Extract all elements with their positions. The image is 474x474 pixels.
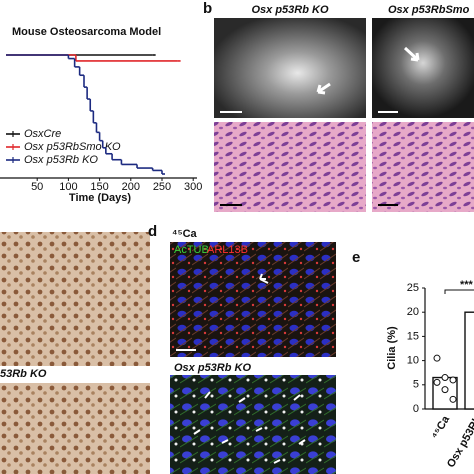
legend-label: Osx p53Rb KO: [24, 154, 98, 166]
histology-image: [372, 122, 474, 212]
image-title: 53Rb KO: [0, 368, 47, 380]
histology-image: [214, 122, 366, 212]
data-point: [441, 374, 449, 382]
chart-title: Mouse Osteosarcoma Model: [12, 26, 161, 38]
y-tick-label: 10: [407, 355, 419, 367]
y-axis-label: Cilia (%): [386, 326, 398, 370]
fluorescence-image: [170, 375, 336, 474]
ihc-image: [0, 383, 150, 474]
panel-label: e: [352, 249, 360, 266]
y-tick-label: 20: [407, 306, 419, 318]
panel-label: d: [148, 223, 157, 240]
data-point: [433, 354, 441, 362]
fluorescence-image: [170, 242, 336, 357]
image-title: Osx p53Rb KO: [251, 4, 328, 16]
data-point: [449, 376, 457, 384]
x-axis-label: Time (Days): [69, 192, 131, 204]
stain-label: AcTUB: [174, 244, 209, 256]
data-point: [449, 395, 457, 403]
y-tick-label: 0: [413, 403, 419, 415]
xray-image: [372, 18, 474, 118]
legend-label: Osx p53RbSmo KO: [24, 141, 121, 153]
arrow: [403, 46, 420, 62]
image-title: ⁴⁵Ca: [172, 228, 198, 240]
stain-label: ARL13B: [207, 244, 248, 256]
data-point: [433, 378, 441, 386]
x-tick-label: 200: [122, 181, 140, 193]
arrow: [316, 82, 331, 95]
arrows: [193, 391, 306, 464]
bar: [464, 311, 474, 410]
image-title: Osx p53Rb KO: [174, 362, 251, 374]
x-tick-label: 300: [184, 181, 202, 193]
significance-bracket: [444, 289, 474, 294]
significance-label: ***: [460, 279, 474, 291]
y-tick-label: 15: [407, 330, 419, 342]
y-tick-label: 5: [413, 379, 419, 391]
x-tick-label: 50: [31, 181, 43, 193]
data-point: [441, 386, 449, 394]
arrow: [259, 273, 269, 284]
panel-label: b: [203, 0, 212, 17]
image-title: Osx p53RbSmo: [388, 4, 470, 16]
x-tick-label: 100: [59, 181, 77, 193]
x-tick-label: ⁴⁵Ca: [429, 413, 452, 441]
xray-image: [214, 18, 366, 118]
legend-label: OsxCre: [24, 128, 61, 140]
ihc-image: [0, 232, 150, 366]
x-tick-label: 250: [153, 181, 171, 193]
x-tick-label: 150: [90, 181, 108, 193]
y-tick-label: 25: [407, 282, 419, 294]
